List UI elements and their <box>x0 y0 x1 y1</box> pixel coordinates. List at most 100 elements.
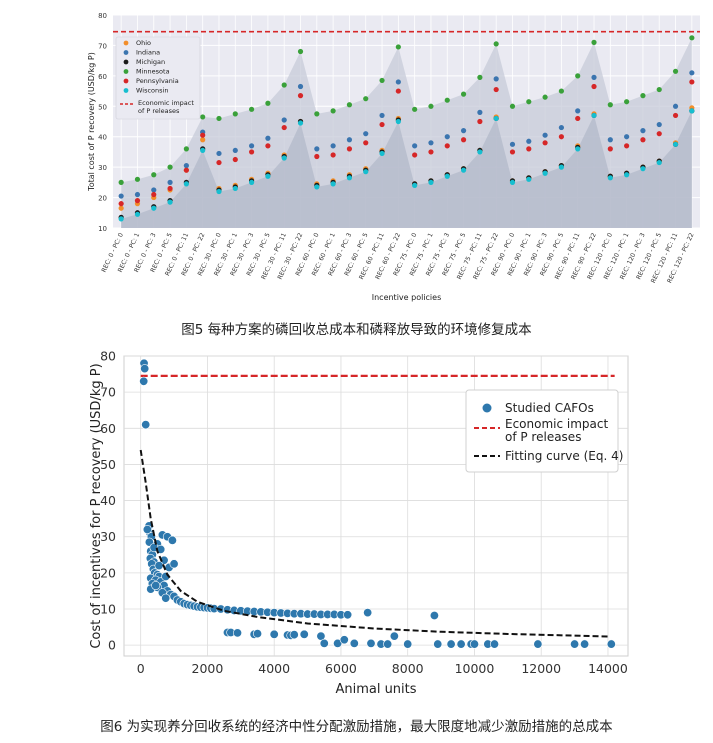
data-point-minnesota <box>689 35 695 41</box>
y-tick-label: 50 <box>98 103 107 111</box>
y-axis-label: Cost of incentives for P recovery (USD/k… <box>89 363 104 648</box>
data-point-minnesota <box>428 103 434 109</box>
y-tick-label: 60 <box>100 421 116 436</box>
data-point-pennsylvania <box>232 156 238 163</box>
data-point-pennsylvania <box>395 88 401 94</box>
data-point-pennsylvania <box>672 112 679 119</box>
data-point-wisconsin <box>624 172 630 178</box>
data-point-pennsylvania <box>330 152 336 158</box>
data-point-pennsylvania <box>542 140 548 146</box>
data-point-minnesota <box>672 68 679 74</box>
data-point-pennsylvania <box>444 143 450 149</box>
legend-box <box>465 389 619 473</box>
y-tick-label: 40 <box>98 134 107 142</box>
data-point-wisconsin <box>428 179 434 185</box>
data-point-indiana <box>297 83 304 90</box>
data-point-wisconsin <box>460 167 467 173</box>
data-point-minnesota <box>346 102 353 108</box>
x-axis-label: Incentive policies <box>372 293 442 302</box>
cafo-point <box>319 638 329 648</box>
legend-label-studied-cafos: Studied CAFOs <box>505 401 594 415</box>
cafo-point <box>403 639 413 649</box>
legend-label-fitting-curve: Fitting curve (Eq. 4) <box>505 449 623 463</box>
cafo-point <box>349 638 359 648</box>
data-point-minnesota <box>297 48 304 55</box>
cafo-point <box>269 629 279 639</box>
legend-label-pennsylvania: Pennsylvania <box>136 77 179 85</box>
data-point-indiana <box>575 108 581 114</box>
data-point-minnesota <box>607 102 613 108</box>
cafo-point <box>343 610 353 620</box>
cafo-point <box>253 629 263 639</box>
data-point-wisconsin <box>232 185 238 192</box>
cafo-point <box>456 639 466 649</box>
cafo-point <box>383 639 393 649</box>
cafo-point <box>142 524 152 534</box>
data-point-indiana <box>672 103 679 109</box>
data-point-pennsylvania <box>134 198 141 204</box>
legend-marker-indiana <box>123 50 129 55</box>
data-point-minnesota <box>330 108 336 114</box>
legend-marker-minnesota <box>123 69 129 74</box>
data-point-wisconsin <box>395 118 401 125</box>
data-point-pennsylvania <box>265 143 271 149</box>
data-point-indiana <box>477 109 483 115</box>
cafo-point <box>289 630 299 640</box>
data-point-pennsylvania <box>118 201 124 207</box>
data-point-minnesota <box>493 41 499 47</box>
cafo-point <box>299 629 309 639</box>
data-point-pennsylvania <box>248 149 255 155</box>
data-point-wisconsin <box>297 120 304 126</box>
cafo-point <box>169 559 179 569</box>
data-point-wisconsin <box>493 115 499 122</box>
y-tick-label: 0 <box>108 638 116 653</box>
figure-5-caption: 图5 每种方案的磷回收总成本和磷释放导致的环境修复成本 <box>181 322 532 338</box>
data-point-pennsylvania <box>607 146 613 152</box>
cafo-point <box>366 638 376 648</box>
data-point-indiana <box>281 117 287 123</box>
cafo-point <box>139 376 149 386</box>
cafo-point <box>339 635 349 645</box>
data-point-minnesota <box>134 176 141 182</box>
data-point-indiana <box>379 112 385 119</box>
range-area-lower <box>121 110 692 228</box>
cafo-point <box>141 420 151 430</box>
data-point-wisconsin <box>526 176 532 182</box>
data-point-indiana <box>607 137 613 143</box>
data-point-indiana <box>444 134 450 140</box>
x-tick-label: 8000 <box>392 661 424 676</box>
data-point-wisconsin <box>640 166 646 172</box>
legend-marker-pennsylvania <box>123 78 129 84</box>
data-point-indiana <box>558 124 565 131</box>
data-point-pennsylvania <box>297 93 304 99</box>
legend-box <box>115 36 201 120</box>
data-point-indiana <box>330 143 336 149</box>
data-point-pennsylvania <box>477 118 483 125</box>
data-point-wisconsin <box>558 164 565 170</box>
data-point-minnesota <box>232 111 238 117</box>
data-point-minnesota <box>542 94 548 100</box>
data-point-wisconsin <box>265 173 271 179</box>
data-point-wisconsin <box>591 112 597 119</box>
data-point-wisconsin <box>216 188 222 195</box>
y-tick-label: 50 <box>100 457 116 472</box>
y-tick-label: 20 <box>98 195 107 203</box>
data-point-wisconsin <box>151 205 157 211</box>
data-point-wisconsin <box>281 155 287 161</box>
data-point-minnesota <box>314 111 320 117</box>
y-axis-label: Total cost of P recovery (USD/kg P) <box>87 52 96 192</box>
legend-label-economic-impact: of P releases <box>505 430 581 444</box>
data-point-wisconsin <box>346 175 353 181</box>
data-point-wisconsin <box>509 179 516 185</box>
data-point-pennsylvania <box>428 149 434 155</box>
data-point-indiana <box>428 140 434 146</box>
data-point-minnesota <box>265 100 271 106</box>
data-point-pennsylvania <box>575 115 581 122</box>
x-tick-label: 6000 <box>325 661 357 676</box>
data-point-wisconsin <box>607 175 613 181</box>
data-point-minnesota <box>575 73 581 79</box>
data-point-pennsylvania <box>281 124 287 131</box>
